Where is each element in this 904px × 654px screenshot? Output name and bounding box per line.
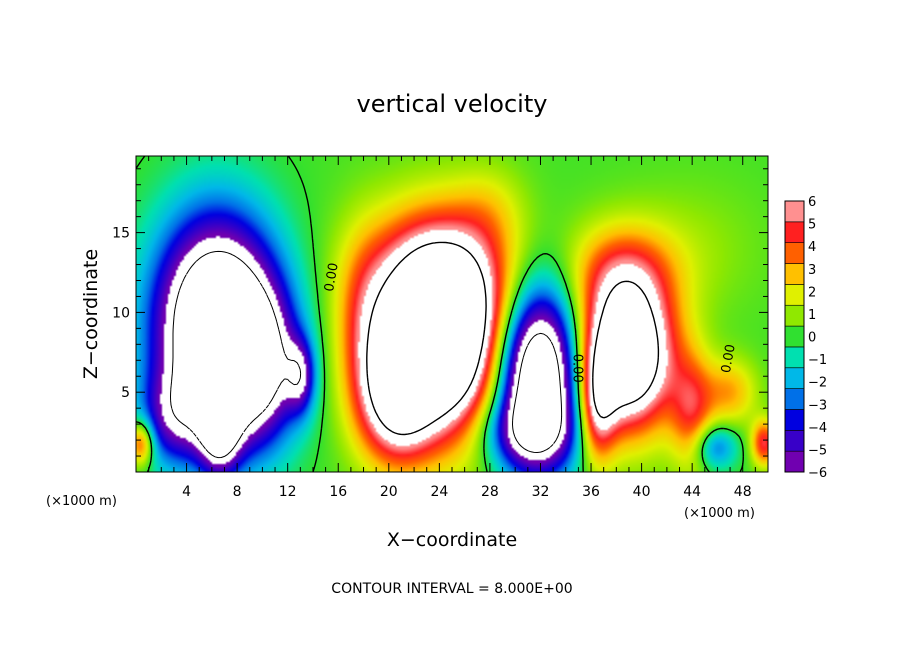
- colorbar: 6 5 4 3 2 1 0 −1 −2 −3 −4 −5 −6: [784, 195, 827, 481]
- contour-negative: [170, 250, 563, 459]
- x-axis: 4 8 12 16 20 24 28 32 36 40 44 48: [148, 156, 756, 500]
- x-tick-label: 36: [582, 484, 600, 500]
- contour-zero: [136, 156, 744, 472]
- colorbar-tick-label: 6: [808, 195, 816, 210]
- colorbar-segment: [784, 263, 805, 285]
- y-tick-label: 5: [121, 385, 130, 401]
- colorbar-segment: [784, 304, 805, 327]
- colorbar-segment: [784, 409, 805, 431]
- y-tick-label: 15: [112, 226, 130, 242]
- colorbar-frame: [784, 200, 805, 473]
- colorbar-segment: [784, 388, 805, 410]
- velocity-field-image: [136, 156, 768, 472]
- colorbar-tick-label: 2: [808, 285, 816, 300]
- x-tick-label: 32: [532, 484, 550, 500]
- colorbar-tick-label: 5: [808, 218, 816, 233]
- x-axis-label: X−coordinate: [387, 529, 517, 551]
- contour-positive: [366, 241, 660, 436]
- colorbar-tick-label: −2: [808, 376, 827, 391]
- x-tick-label: 44: [683, 484, 701, 500]
- chart-title: vertical velocity: [357, 90, 548, 118]
- x-unit-label-left: (×1000 m): [46, 494, 117, 509]
- heatmap-field: [136, 156, 768, 472]
- y-axis: 5 10 15: [112, 168, 768, 457]
- contour-label: 0.00: [719, 343, 739, 374]
- colorbar-segment: [784, 325, 805, 348]
- x-tick-label: 48: [734, 484, 752, 500]
- colorbar-tick-label: 3: [808, 263, 816, 278]
- x-tick-label: 16: [329, 484, 347, 500]
- colorbar-segment: [784, 430, 805, 452]
- contour-label: 0.00: [570, 354, 585, 383]
- y-axis-label: Z−coordinate: [80, 249, 102, 379]
- x-tick-label: 28: [481, 484, 499, 500]
- colorbar-segment: [784, 221, 805, 243]
- x-unit-label-right: (×1000 m): [684, 506, 755, 521]
- colorbar-segment: [784, 450, 805, 473]
- x-tick-label: 24: [430, 484, 448, 500]
- colorbar-tick-label: −4: [808, 421, 827, 436]
- colorbar-tick-label: 4: [808, 240, 816, 255]
- colorbar-tick-label: −1: [808, 353, 827, 368]
- contour-interval-note: CONTOUR INTERVAL = 8.000E+00: [331, 581, 572, 597]
- colorbar-segment: [784, 242, 805, 264]
- contour-label: 0.00: [322, 262, 342, 293]
- contour-lines: [136, 156, 744, 472]
- x-tick-label: 20: [380, 484, 398, 500]
- colorbar-tick-label: −6: [808, 466, 827, 481]
- colorbar-segment: [784, 284, 805, 306]
- y-tick-label: 10: [112, 305, 130, 321]
- colorbar-segment: [784, 367, 805, 389]
- x-tick-label: 12: [279, 484, 297, 500]
- x-tick-label: 40: [633, 484, 651, 500]
- colorbar-segment: [784, 200, 805, 223]
- x-tick-label: 4: [182, 484, 191, 500]
- colorbar-tick-label: −5: [808, 443, 827, 458]
- colorbar-segment: [784, 346, 805, 369]
- x-tick-label: 8: [233, 484, 242, 500]
- contour-labels: 0.00 0.00 0.00: [322, 262, 739, 383]
- colorbar-tick-label: 1: [808, 308, 816, 323]
- colorbar-tick-label: −3: [808, 398, 827, 413]
- colorbar-tick-label: 0: [808, 331, 816, 346]
